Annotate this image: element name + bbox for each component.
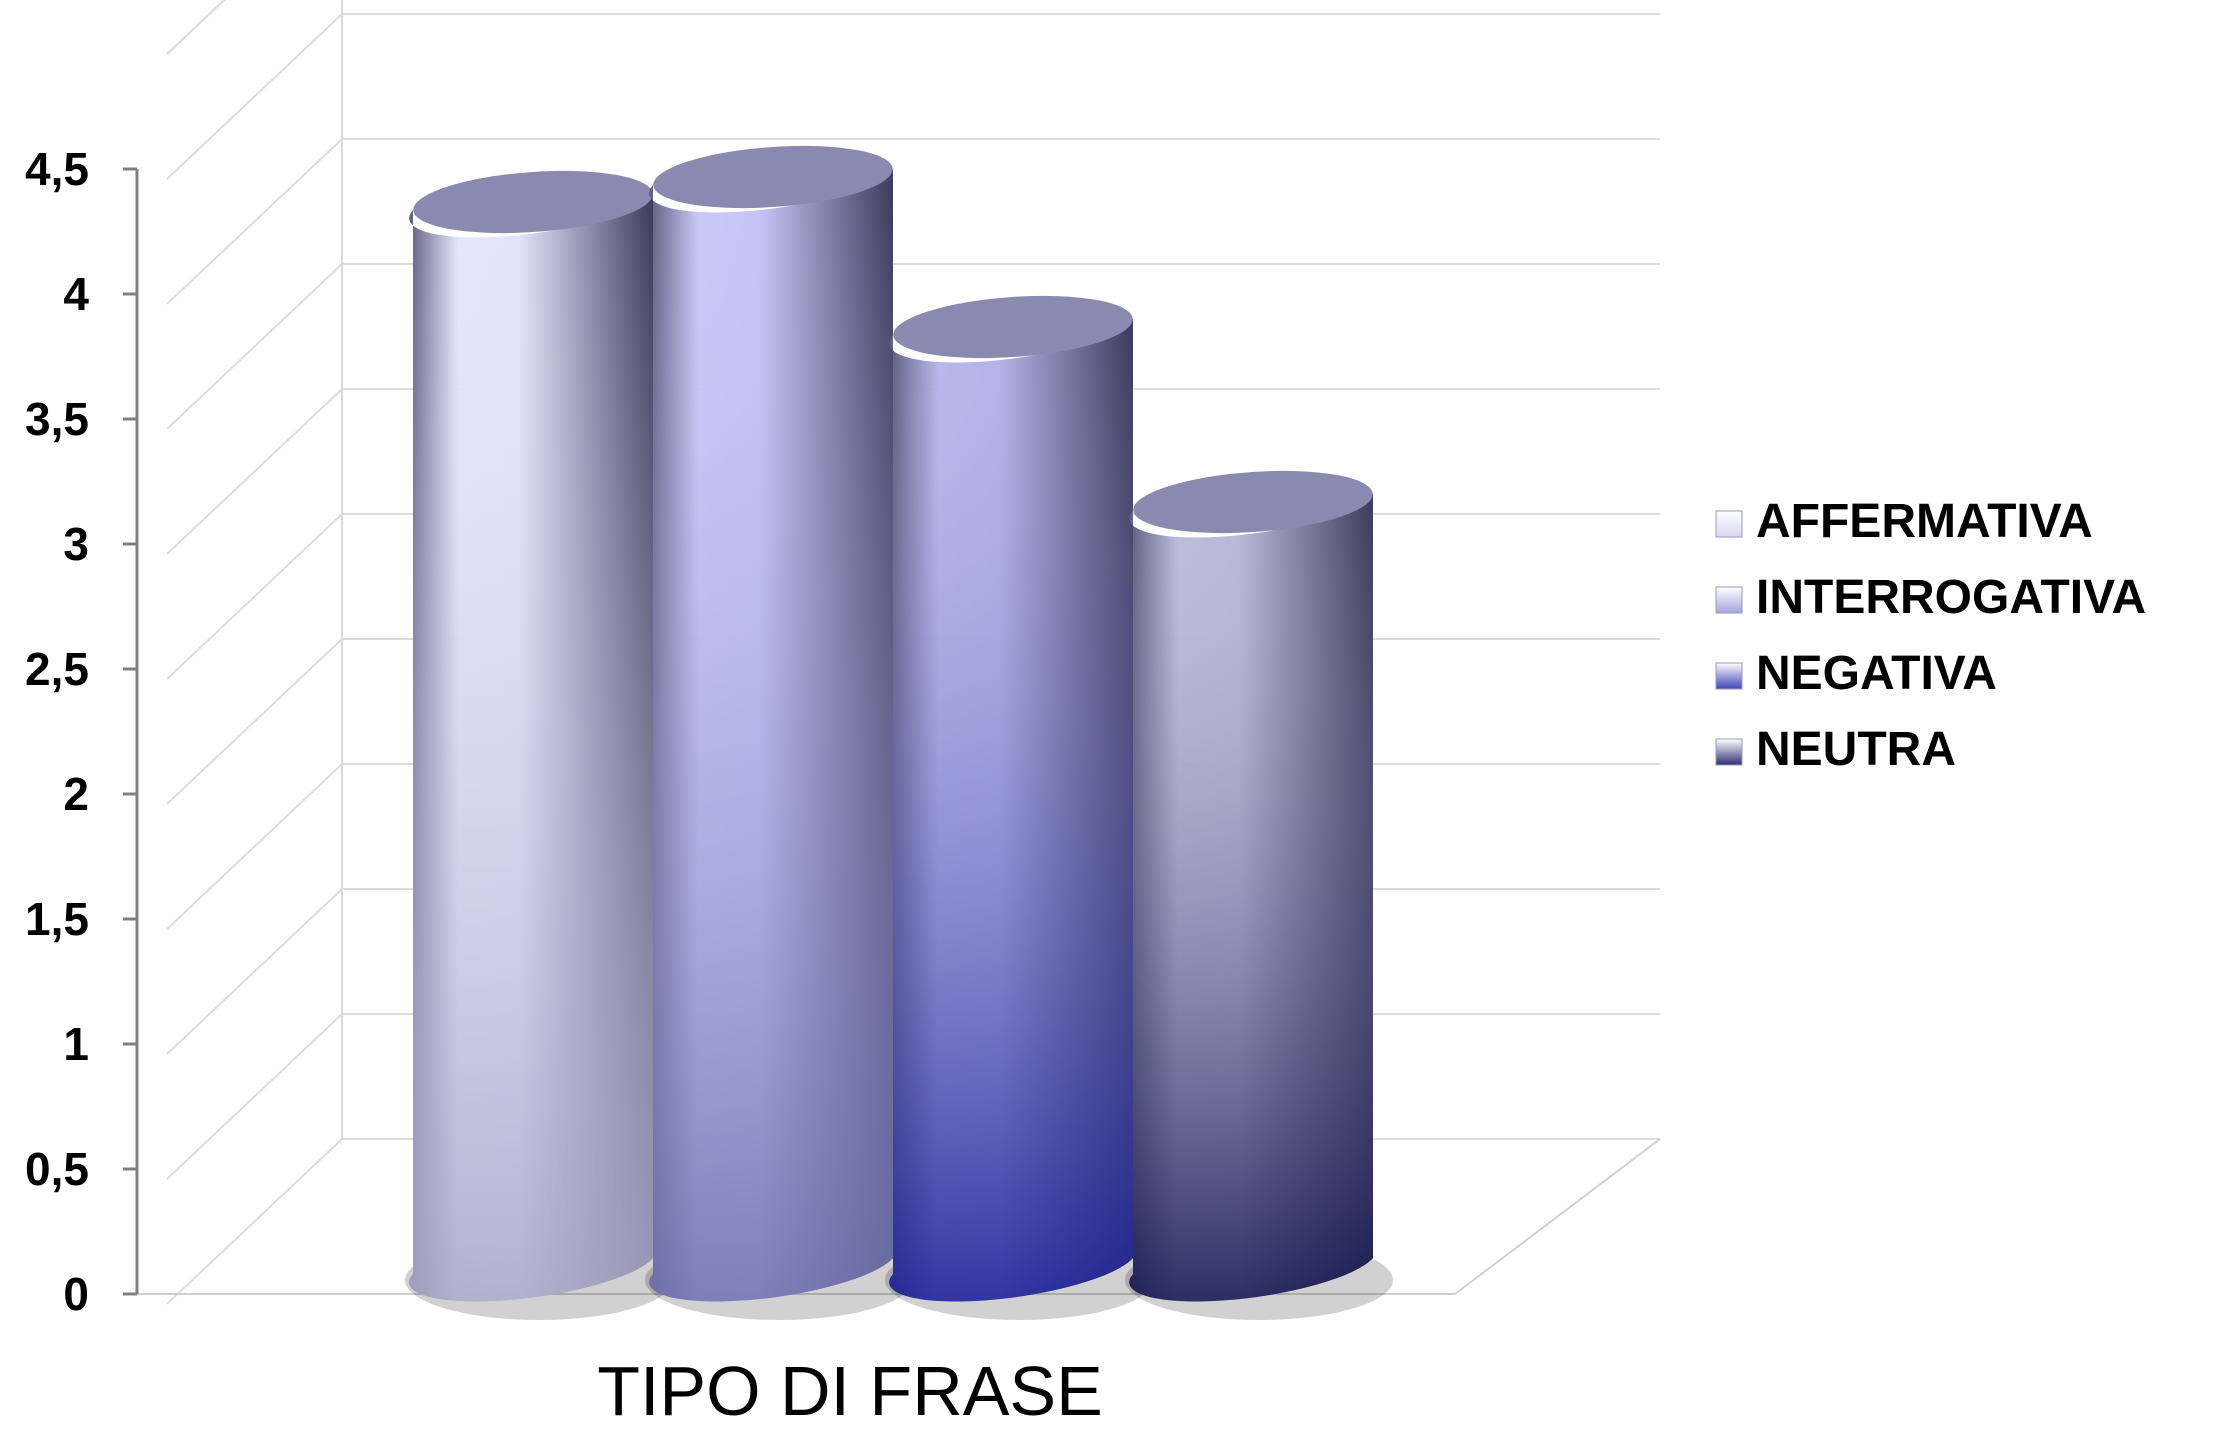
floor-right-edge	[1454, 1138, 1661, 1295]
y-tick-label: 0,5	[25, 1143, 89, 1195]
gridline-side	[166, 1138, 343, 1305]
legend-swatch	[1715, 586, 1743, 614]
legend-label: AFFERMATIVA	[1756, 495, 2093, 548]
bar-body-shade	[1129, 494, 1373, 1302]
y-tick-label: 4,5	[25, 143, 89, 195]
y-tick-label: 2,5	[25, 643, 89, 695]
y-tick-label: 0	[63, 1268, 89, 1320]
chart-bars	[405, 145, 1393, 1320]
legend-swatch	[1715, 738, 1743, 766]
legend-label: NEUTRA	[1756, 723, 1956, 776]
legend-label: INTERROGATIVA	[1756, 571, 2146, 624]
y-tick-label: 4	[63, 268, 89, 320]
y-axis	[123, 167, 139, 1296]
legend-label: NEGATIVA	[1756, 647, 1997, 700]
gridline-side	[166, 13, 343, 180]
gridline-side	[166, 763, 343, 930]
legend-swatch	[1715, 662, 1743, 690]
bar-body-shade	[409, 194, 653, 1302]
legend-item-interrogativa: INTERROGATIVA	[1715, 571, 2146, 624]
y-tick-label: 1	[63, 1018, 89, 1070]
bar-body-shade	[889, 319, 1133, 1302]
chart-legend: AFFERMATIVA INTERROGATIVA NEGATIVA NEUTRA	[1715, 495, 2146, 776]
bar-neutra	[1125, 470, 1393, 1320]
side-wall-top-edge	[166, 0, 226, 55]
gridline-side	[166, 513, 343, 680]
bar-top	[653, 145, 893, 209]
bar-negativa	[885, 295, 1153, 1320]
gridline-side	[166, 638, 343, 805]
legend-item-neutra: NEUTRA	[1715, 723, 1956, 776]
gridline-side	[166, 138, 343, 305]
gridline-side	[166, 1013, 343, 1180]
bar-affermativa	[405, 170, 673, 1320]
bar-top	[413, 170, 653, 234]
y-tick-label: 1,5	[25, 893, 89, 945]
legend-item-negativa: NEGATIVA	[1715, 647, 1997, 700]
gridline-side	[166, 263, 343, 430]
bar-interrogativa	[645, 145, 913, 1320]
y-tick-labels: 0 0,5 1 1,5 2 2,5 3 3,5 4 4,5	[25, 143, 89, 1320]
gridline-side	[166, 888, 343, 1055]
y-tick-label: 3,5	[25, 393, 89, 445]
bar-top	[1133, 470, 1373, 534]
x-axis-title: TIPO DI FRASE	[597, 1352, 1103, 1430]
bar-top	[893, 295, 1133, 359]
gridline-side	[166, 0, 226, 55]
legend-swatch	[1715, 510, 1743, 538]
legend-item-affermativa: AFFERMATIVA	[1715, 495, 2093, 548]
y-tick-label: 2	[63, 768, 89, 820]
gridline-side	[166, 388, 343, 555]
bar-body-shade	[649, 169, 893, 1302]
y-tick-label: 3	[63, 518, 89, 570]
